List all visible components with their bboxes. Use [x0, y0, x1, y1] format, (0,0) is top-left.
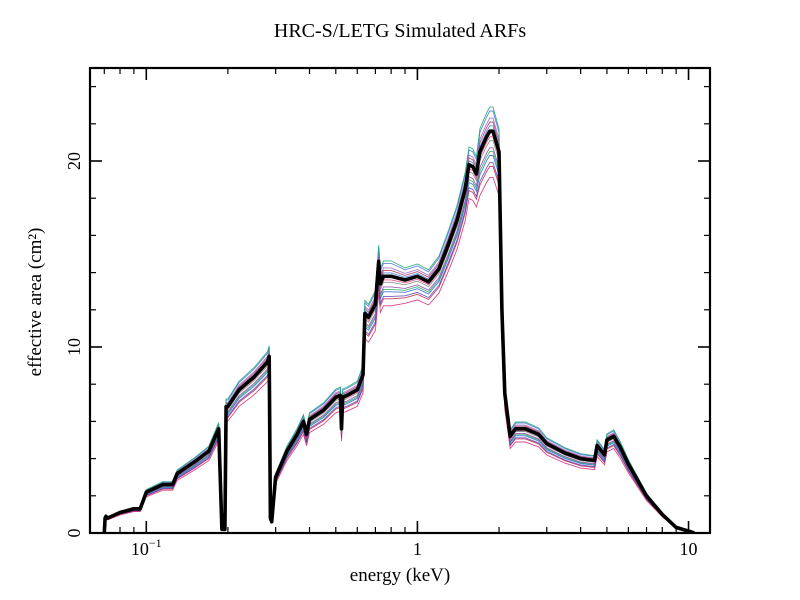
x-tick-label: 1 — [413, 539, 422, 559]
simulated-arf-line-1 — [103, 176, 695, 533]
simulated-arf-line-8 — [103, 136, 695, 533]
x-axis-label: energy (keV) — [349, 565, 451, 586]
simulated-arf-line-3 — [103, 155, 695, 533]
x-tick-label: 10 — [680, 539, 698, 559]
simulated-arf-line-7 — [103, 147, 695, 533]
simulated-arf-line-10 — [103, 132, 695, 533]
mean-arf-line — [102, 129, 695, 533]
simulated-arf-line-9 — [103, 125, 695, 533]
simulated-arf-line-6 — [103, 140, 695, 533]
simulated-arf-line-2 — [103, 166, 695, 533]
simulated-arf-line-5 — [103, 151, 695, 533]
y-axis-label: effective area (cm²) — [25, 227, 46, 377]
y-tick-label: 10 — [64, 338, 84, 356]
simulated-arf-line-4 — [103, 162, 695, 533]
y-tick-label: 0 — [64, 529, 84, 538]
chart-title: HRC-S/LETG Simulated ARFs — [273, 20, 527, 42]
y-tick-label: 20 — [64, 152, 84, 170]
series-group — [102, 106, 695, 533]
plot-frame — [88, 66, 712, 535]
x-tick-label: 10−1 — [131, 536, 162, 559]
